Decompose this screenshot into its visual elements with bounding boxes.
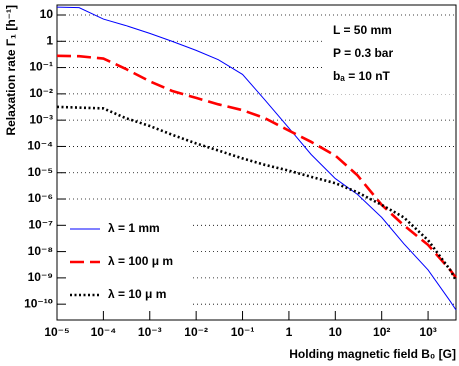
y-tick-label: 10⁻⁹: [28, 270, 53, 284]
annotation: bₐ = 10 nT: [333, 69, 391, 83]
x-tick-label: 10³: [419, 325, 436, 339]
y-tick-label: 10⁻⁷: [28, 217, 53, 231]
y-tick-label: 10⁻³: [29, 112, 53, 126]
y-tick-label: 10: [40, 7, 54, 21]
y-tick-label: 10⁻⁶: [28, 191, 53, 205]
annotation: P = 0.3 bar: [333, 46, 393, 60]
x-tick-label: 10⁻⁵: [44, 325, 69, 339]
legend-label: λ = 10 μ m: [108, 287, 166, 301]
series-line: [56, 105, 458, 282]
y-tick-label: 10⁻¹⁰: [24, 296, 53, 310]
x-tick-label: 10⁻³: [138, 325, 162, 339]
y-tick-label: 1: [46, 33, 53, 47]
annotation-box: [322, 18, 454, 94]
x-tick-label: 10⁻²: [184, 325, 208, 339]
y-axis-label: Relaxation rate Γ₁ [h⁻¹]: [4, 5, 18, 136]
x-tick-label: 10⁻⁴: [91, 325, 117, 339]
legend-label: λ = 100 μ m: [108, 254, 173, 268]
series-line: [56, 54, 458, 279]
x-axis-label: Holding magnetic field B₀ [G]: [289, 347, 456, 361]
plot-frame: [56, 4, 457, 321]
y-tick-label: 10⁻¹: [29, 60, 53, 74]
legend-label: λ = 1 mm: [108, 221, 160, 235]
y-tick-label: 10⁻²: [29, 86, 53, 100]
x-tick-label: 10²: [373, 325, 390, 339]
y-tick-label: 10⁻⁸: [28, 244, 53, 258]
x-tick-label: 1: [286, 325, 293, 339]
series-line: [56, 6, 457, 311]
x-tick-label: 10: [329, 325, 343, 339]
y-tick-label: 10⁻⁴: [27, 139, 53, 153]
annotation: L = 50 mm: [333, 23, 392, 37]
y-tick-label: 10⁻⁵: [28, 165, 53, 179]
x-tick-label: 10⁻¹: [231, 325, 255, 339]
